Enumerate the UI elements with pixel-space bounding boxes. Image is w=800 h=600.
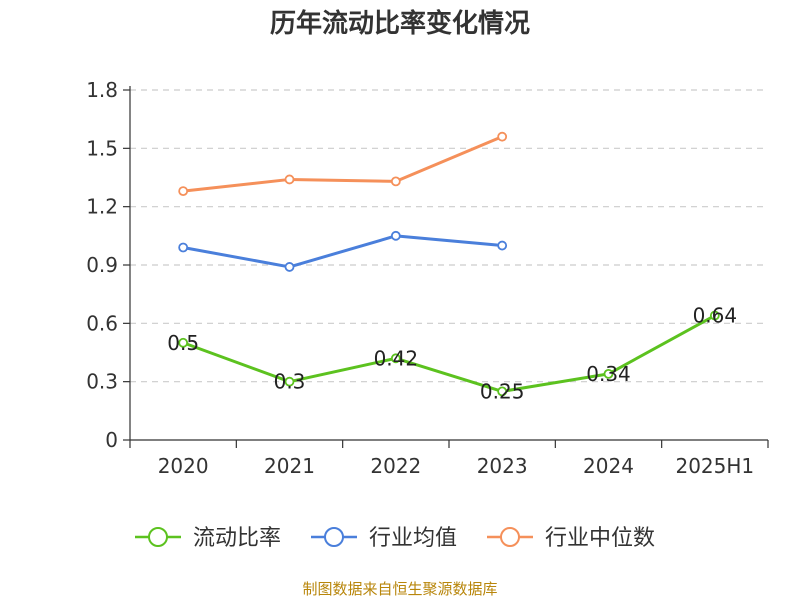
x-tick-label: 2020 [158, 454, 209, 478]
data-point [603, 368, 614, 379]
data-point [390, 176, 401, 187]
data-label: 0.5 [167, 331, 199, 355]
data-labels: 0.5 0.3 0.42 0.25 0.34 0.64 [167, 304, 737, 404]
legend-item: 行业中位数 [487, 526, 655, 551]
x-tick-label: 2024 [583, 454, 634, 478]
y-tick-label: 1.8 [86, 78, 118, 102]
legend-marker [148, 527, 168, 547]
data-point [178, 186, 189, 197]
data-point [497, 386, 508, 397]
legend-marker [500, 527, 520, 547]
data-point [497, 240, 508, 251]
series-line [183, 135, 503, 193]
data-point [284, 174, 295, 185]
data-point [709, 310, 720, 321]
axes: 0 0.3 0.6 0.9 1.2 1.5 1.8 2020 2021 2022 2023 2024 2… [86, 78, 769, 478]
data-point [284, 262, 295, 272]
source-note: 制图数据来自恒生聚源数据库 [302, 580, 498, 598]
x-tick-label: 2021 [264, 454, 315, 478]
legend-marker [324, 527, 344, 547]
data-point [390, 230, 401, 241]
chart-title: 历年流动比率变化情况 [269, 9, 530, 39]
legend-label: 行业中位数 [545, 526, 655, 551]
data-point [497, 131, 508, 142]
data-label: 0.42 [374, 346, 419, 370]
y-tick-label: 0.3 [86, 370, 118, 394]
y-tick-label: 0.6 [86, 311, 118, 335]
x-tick-label: 2022 [370, 454, 421, 478]
legend-item: 行业均值 [311, 526, 457, 551]
data-label: 0.25 [480, 379, 525, 403]
legend-label: 流动比率 [193, 526, 281, 551]
series-line [182, 234, 503, 269]
x-tick-label: 2023 [477, 454, 528, 478]
grid-lines [130, 89, 768, 383]
series-line [182, 314, 716, 393]
data-label: 0.3 [274, 370, 306, 394]
data-point [284, 376, 295, 387]
data-point [178, 242, 189, 253]
x-tick-label: 2025H1 [675, 454, 754, 478]
legend: 流动比率 行业均值 行业中位数 [135, 526, 655, 551]
data-label: 0.34 [586, 362, 631, 386]
series-lines [178, 131, 720, 397]
y-tick-label: 0 [105, 428, 118, 452]
legend-label: 行业均值 [369, 526, 457, 551]
y-tick-label: 1.5 [86, 136, 118, 160]
legend-item: 流动比率 [135, 526, 281, 551]
data-point [390, 353, 401, 364]
y-tick-label: 0.9 [86, 253, 118, 277]
y-tick-label: 1.2 [86, 195, 118, 219]
data-point [178, 337, 189, 348]
data-label: 0.64 [693, 304, 738, 328]
